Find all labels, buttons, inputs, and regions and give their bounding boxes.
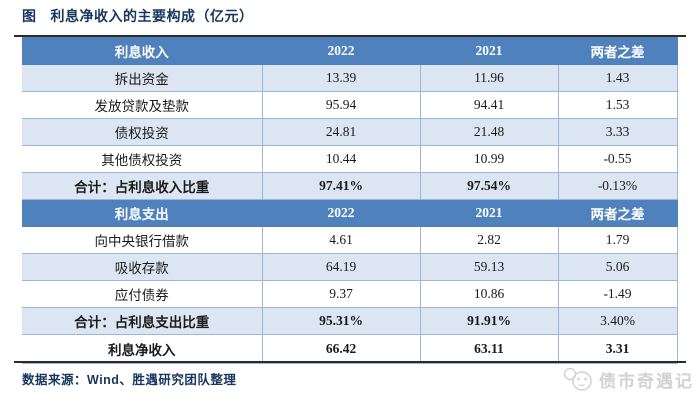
figure-title-text: 利息净收入的主要构成（亿元） — [50, 8, 254, 24]
value-cell: 4.61 — [261, 226, 421, 254]
value-cell: 3.33 — [557, 118, 678, 146]
total-row: 合计：占利息收入比重 97.41% 97.54% -0.13% — [22, 172, 678, 200]
value-cell: 9.37 — [261, 280, 421, 308]
value-cell: 95.94 — [261, 91, 421, 119]
value-cell: 94.41 — [419, 91, 559, 119]
brand-watermark: 债市奇遇记 — [561, 366, 694, 392]
value-cell: -0.55 — [557, 145, 678, 173]
table-row: 吸收存款 64.19 59.13 5.06 — [22, 253, 678, 281]
total-label-cell: 合计：占利息收入比重 — [22, 172, 263, 200]
total-row: 合计：占利息支出比重 95.31% 91.91% 3.40% — [22, 307, 678, 335]
section-header-year-cell: 2022 — [261, 37, 421, 65]
value-cell: 64.19 — [261, 253, 421, 281]
value-cell: 13.39 — [261, 64, 421, 92]
value-cell: -1.49 — [557, 280, 678, 308]
row-label-cell: 发放贷款及垫款 — [22, 91, 263, 119]
table-row: 债权投资 24.81 21.48 3.33 — [22, 118, 678, 146]
section-header-year-cell: 两者之差 — [557, 37, 678, 65]
table-row: 其他债权投资 10.44 10.99 -0.55 — [22, 145, 678, 173]
net-income-row: 利息净收入 66.42 63.11 3.31 — [22, 334, 678, 364]
section-header-year-cell: 两者之差 — [557, 199, 678, 227]
total-value-cell: 3.40% — [557, 307, 678, 335]
total-value-cell: 97.54% — [419, 172, 559, 200]
row-label-cell: 债权投资 — [22, 118, 263, 146]
table-top-rule — [14, 35, 686, 37]
value-cell: 59.13 — [419, 253, 559, 281]
section-header-year-cell: 2021 — [419, 199, 559, 227]
row-label-cell: 拆出资金 — [22, 64, 263, 92]
section-header-year-cell: 2022 — [261, 199, 421, 227]
table-row: 发放贷款及垫款 95.94 94.41 1.53 — [22, 91, 678, 119]
net-value-cell: 66.42 — [261, 334, 421, 364]
row-label-cell: 应付债券 — [22, 280, 263, 308]
value-cell: 10.86 — [419, 280, 559, 308]
value-cell: 10.99 — [419, 145, 559, 173]
value-cell: 24.81 — [261, 118, 421, 146]
table-row: 拆出资金 13.39 11.96 1.43 — [22, 64, 678, 92]
value-cell: 1.53 — [557, 91, 678, 119]
figure-label: 图 — [22, 8, 37, 24]
panda-face-icon — [561, 366, 595, 392]
table-row: 向中央银行借款 4.61 2.82 1.79 — [22, 226, 678, 254]
value-cell: 2.82 — [419, 226, 559, 254]
section-header-row: 利息支出 2022 2021 两者之差 — [22, 199, 678, 227]
total-value-cell: -0.13% — [557, 172, 678, 200]
row-label-cell: 吸收存款 — [22, 253, 263, 281]
interest-table-body: 利息收入 2022 2021 两者之差 拆出资金 13.39 11.96 1.43 发放贷款及垫… — [22, 37, 678, 364]
value-cell: 1.79 — [557, 226, 678, 254]
data-source-note: 数据来源：Wind、胜遇研究团队整理 — [22, 373, 237, 387]
total-label-cell: 合计：占利息支出比重 — [22, 307, 263, 335]
brand-watermark-text: 债市奇遇记 — [599, 371, 694, 391]
section-header-label-cell: 利息收入 — [22, 37, 263, 65]
net-value-cell: 63.11 — [419, 334, 559, 364]
value-cell: 1.43 — [557, 64, 678, 92]
table-row: 应付债券 9.37 10.86 -1.49 — [22, 280, 678, 308]
value-cell: 5.06 — [557, 253, 678, 281]
total-value-cell: 97.41% — [261, 172, 421, 200]
section-header-year-cell: 2021 — [419, 37, 559, 65]
net-value-cell: 3.31 — [557, 334, 678, 364]
net-label-cell: 利息净收入 — [22, 334, 263, 364]
row-label-cell: 其他债权投资 — [22, 145, 263, 173]
section-header-label-cell: 利息支出 — [22, 199, 263, 227]
table-bottom-rule — [14, 361, 686, 363]
figure-title: 图利息净收入的主要构成（亿元） — [22, 6, 254, 26]
interest-table: 利息收入 2022 2021 两者之差 拆出资金 13.39 11.96 1.43 发放贷款及垫… — [22, 37, 678, 364]
total-value-cell: 91.91% — [419, 307, 559, 335]
row-label-cell: 向中央银行借款 — [22, 226, 263, 254]
value-cell: 21.48 — [419, 118, 559, 146]
value-cell: 11.96 — [419, 64, 559, 92]
section-header-row: 利息收入 2022 2021 两者之差 — [22, 37, 678, 65]
total-value-cell: 95.31% — [261, 307, 421, 335]
value-cell: 10.44 — [261, 145, 421, 173]
